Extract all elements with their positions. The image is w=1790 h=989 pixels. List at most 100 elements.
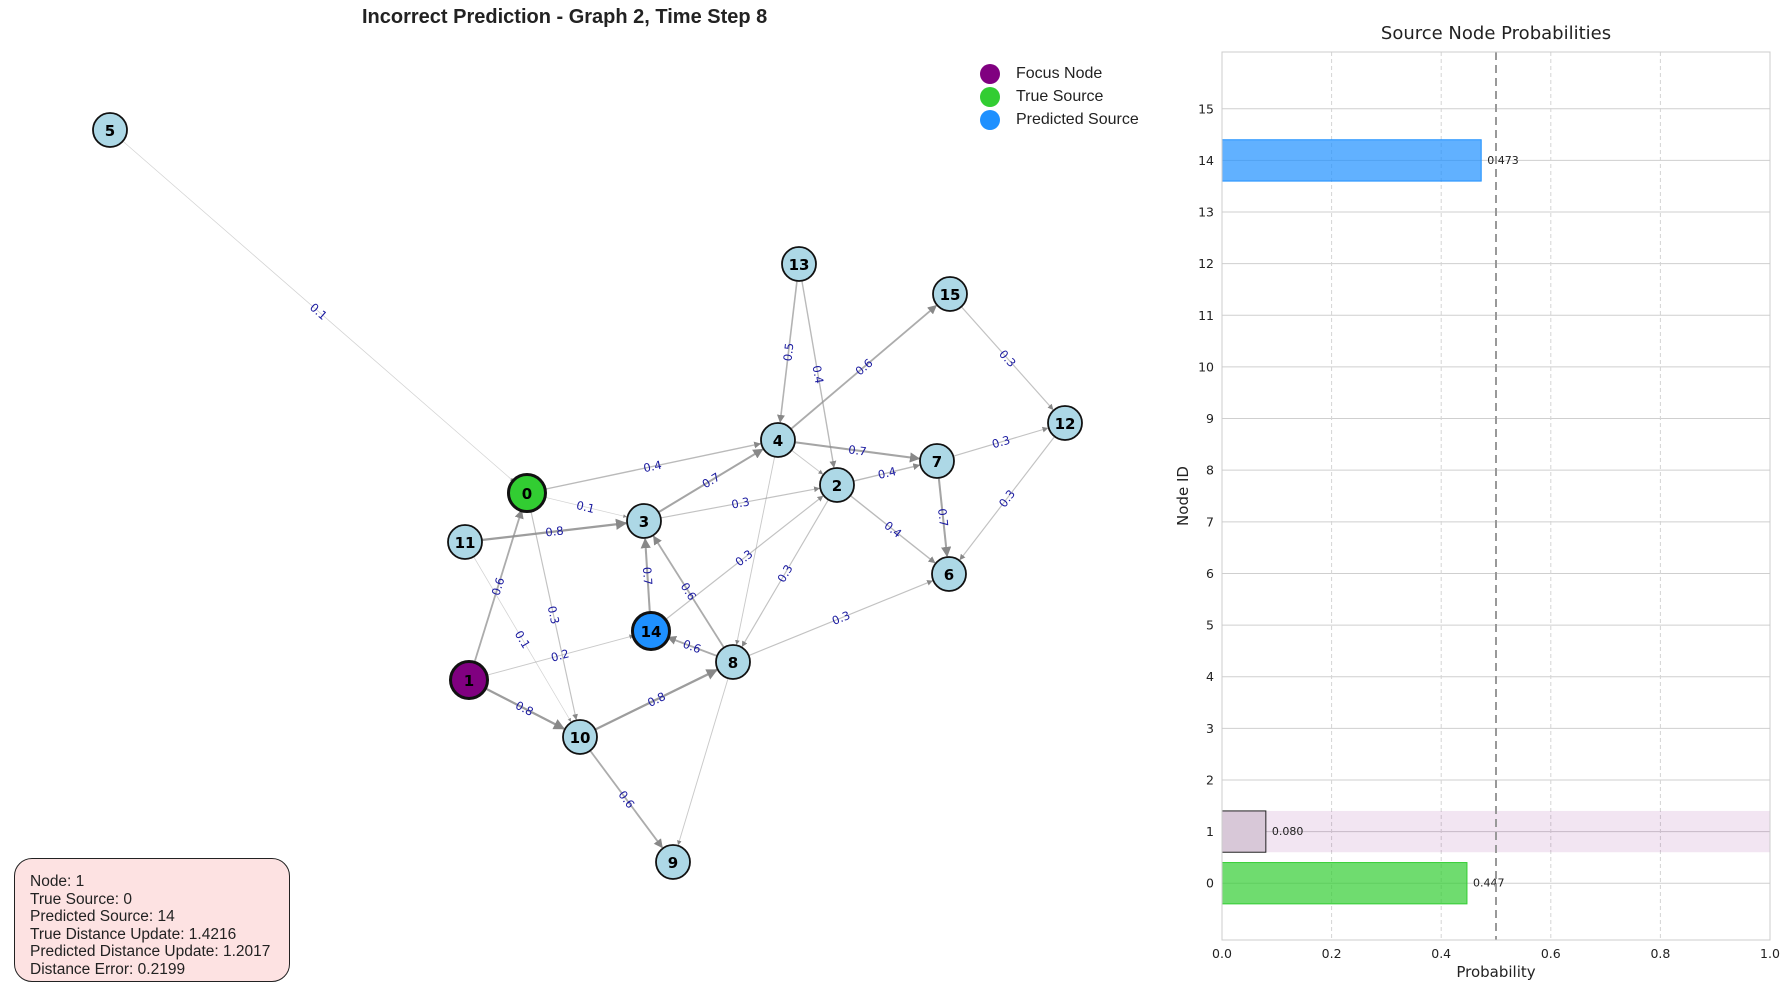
edge-10-8 <box>594 668 718 731</box>
y-tick-label: 11 <box>1198 308 1214 323</box>
node-label: 5 <box>105 122 115 140</box>
y-tick-label: 13 <box>1198 205 1214 220</box>
edge-1-14 <box>485 634 635 677</box>
edge-3-2 <box>660 486 820 519</box>
node-label: 10 <box>570 729 591 747</box>
y-axis-label: Node ID <box>1174 466 1192 526</box>
edges-layer <box>122 140 1056 849</box>
info-predicted-source: Predicted Source: 14 <box>30 908 175 926</box>
graph-node-13: 13 <box>781 246 817 282</box>
node-label: 7 <box>932 453 942 471</box>
node-label: 11 <box>455 534 476 552</box>
graph-node-12: 12 <box>1047 405 1083 441</box>
info-predicted-distance: Predicted Distance Update: 1.2017 <box>30 943 271 961</box>
legend-label: Focus Node <box>1016 64 1103 82</box>
edge-4-2 <box>791 449 824 475</box>
edge-weight-label: 0.5 <box>780 342 796 362</box>
graph-node-7: 7 <box>919 443 955 479</box>
edge-11-10 <box>473 556 572 722</box>
edge-weight-label: 0.1 <box>512 628 533 651</box>
edge-weight-label: 0.4 <box>881 518 904 540</box>
edge-1-10 <box>483 686 565 730</box>
node-circle <box>562 719 598 755</box>
y-tick-label: 5 <box>1206 618 1214 633</box>
edge-weight-label: 0.1 <box>575 498 596 516</box>
info-box: Node: 1 True Source: 0 Predicted Source:… <box>14 858 290 982</box>
edge-weight-label: 0.4 <box>810 364 827 384</box>
legend: Focus Node True Source Predicted Source <box>980 62 1139 131</box>
graph-node-8: 8 <box>715 644 751 680</box>
graph-node-1: 1 <box>449 660 489 700</box>
edge-10-9 <box>589 750 663 849</box>
edge-weight-label: 0.8 <box>513 698 536 719</box>
info-true-distance: True Distance Update: 1.4216 <box>30 925 237 943</box>
node-label: 14 <box>641 623 662 641</box>
node-label: 1 <box>464 672 474 690</box>
edge-7-6 <box>937 477 952 558</box>
edge-weight-label: 0.7 <box>935 508 951 528</box>
edge-13-2 <box>801 280 837 468</box>
node-circle <box>1047 405 1083 441</box>
edge-5-0 <box>122 140 514 482</box>
probability-bar-chart: 0.4470.0800.47301234567891011121314150.0… <box>1174 23 1780 981</box>
bar-value-label: 0.447 <box>1473 877 1505 890</box>
node-label: 2 <box>832 477 842 495</box>
info-true-source: True Source: 0 <box>30 890 132 908</box>
graph-node-9: 9 <box>655 844 691 880</box>
edge-8-6 <box>748 580 933 657</box>
edge-0-3 <box>543 496 627 518</box>
edge-11-3 <box>481 518 628 542</box>
edge-weight-label: 0.4 <box>642 458 663 475</box>
edge-weight-label: 0.3 <box>774 562 795 585</box>
edge-labels-layer: 0.1 0.4 0.1 0.6 0.3 0.8 0.1 0.2 0.8 0.8 0.6 0.7 0.3 0… <box>307 300 1019 811</box>
bar-node-1 <box>1221 810 1267 853</box>
edge-8-14 <box>666 636 718 657</box>
node-label: 3 <box>639 513 649 531</box>
edge-7-12 <box>953 426 1049 457</box>
edge-14-3 <box>640 537 651 615</box>
y-tick-label: 15 <box>1198 101 1214 116</box>
edge-weight-label: 0.6 <box>681 637 703 657</box>
edge-4-8 <box>735 456 776 645</box>
edge-2-6 <box>849 495 936 564</box>
graph-title: Incorrect Prediction - Graph 2, Time Ste… <box>362 6 768 28</box>
bar-node-14 <box>1221 139 1482 182</box>
node-label: 0 <box>522 485 532 503</box>
edge-14-2 <box>664 495 824 621</box>
edge-weight-label: 0.2 <box>549 646 570 664</box>
edge-weight-label: 0.7 <box>700 470 723 491</box>
graph-node-2: 2 <box>819 467 855 503</box>
x-tick-label: 0.0 <box>1212 946 1232 961</box>
predicted-source-swatch <box>980 109 1000 130</box>
x-tick-label: 0.8 <box>1650 946 1670 961</box>
info-node: Node: 1 <box>30 873 85 890</box>
edge-weight-label: 0.7 <box>640 566 655 585</box>
y-tick-label: 7 <box>1206 514 1214 529</box>
edge-weight-label: 0.6 <box>615 788 637 811</box>
y-tick-label: 8 <box>1206 463 1214 478</box>
node-label: 4 <box>773 432 783 450</box>
y-tick-label: 1 <box>1206 824 1214 839</box>
edge-4-7 <box>794 441 921 463</box>
edge-0-4 <box>543 441 762 491</box>
edge-0-10 <box>530 509 578 720</box>
node-circle <box>626 503 662 539</box>
graph-node-0: 0 <box>507 473 547 513</box>
edge-15-12 <box>960 306 1054 410</box>
edge-8-3 <box>652 535 725 649</box>
node-circle <box>631 611 671 651</box>
x-tick-label: 0.2 <box>1322 946 1342 961</box>
edge-weight-label: 0.3 <box>545 605 563 626</box>
edge-weight-label: 0.6 <box>678 580 700 603</box>
chart-title: Source Node Probabilities <box>1381 23 1611 44</box>
info-distance-error: Distance Error: 0.2199 <box>30 960 186 978</box>
legend-item-true-source: True Source <box>980 85 1139 108</box>
edge-2-7 <box>853 463 921 482</box>
x-axis-label: Probability <box>1456 963 1535 981</box>
y-tick-label: 9 <box>1206 411 1214 426</box>
legend-label: True Source <box>1016 87 1104 105</box>
x-tick-label: 0.6 <box>1541 946 1561 961</box>
edge-weight-label: 0.1 <box>307 300 330 323</box>
y-tick-label: 0 <box>1206 876 1214 891</box>
edge-weight-label: 0.3 <box>730 494 751 511</box>
